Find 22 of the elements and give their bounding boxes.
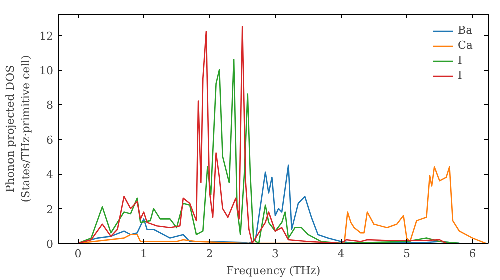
y-tick-label: 4 [46, 168, 54, 182]
x-tick-label: 3 [272, 248, 279, 260]
y-tick-label: 0 [46, 238, 54, 251]
legend-label: Ca [458, 39, 474, 52]
legend-label: Ba [458, 24, 474, 37]
x-tick-label: 2 [206, 248, 214, 260]
y-axis-title: Phonon projected DOS (States/THz·primitive cell) [4, 55, 33, 203]
legend-label: I [458, 69, 464, 82]
x-tick-label: 6 [469, 248, 476, 260]
line-series [78, 26, 448, 244]
x-axis-title: Frequency (THz) [226, 264, 321, 278]
legend-label: I [458, 54, 464, 67]
x-tick-label: 0 [74, 248, 82, 260]
x-tick-label: 1 [140, 248, 148, 260]
x-tick-label: 4 [338, 248, 345, 260]
line-series [78, 58, 460, 244]
y-tick-label: 6 [46, 134, 54, 147]
x-tick-label: 5 [403, 248, 410, 260]
y-tick-label: 12 [40, 30, 54, 43]
y-tick-label: 2 [46, 203, 54, 216]
y-tick-label: 8 [46, 99, 54, 112]
y-tick-label: 10 [40, 64, 54, 78]
